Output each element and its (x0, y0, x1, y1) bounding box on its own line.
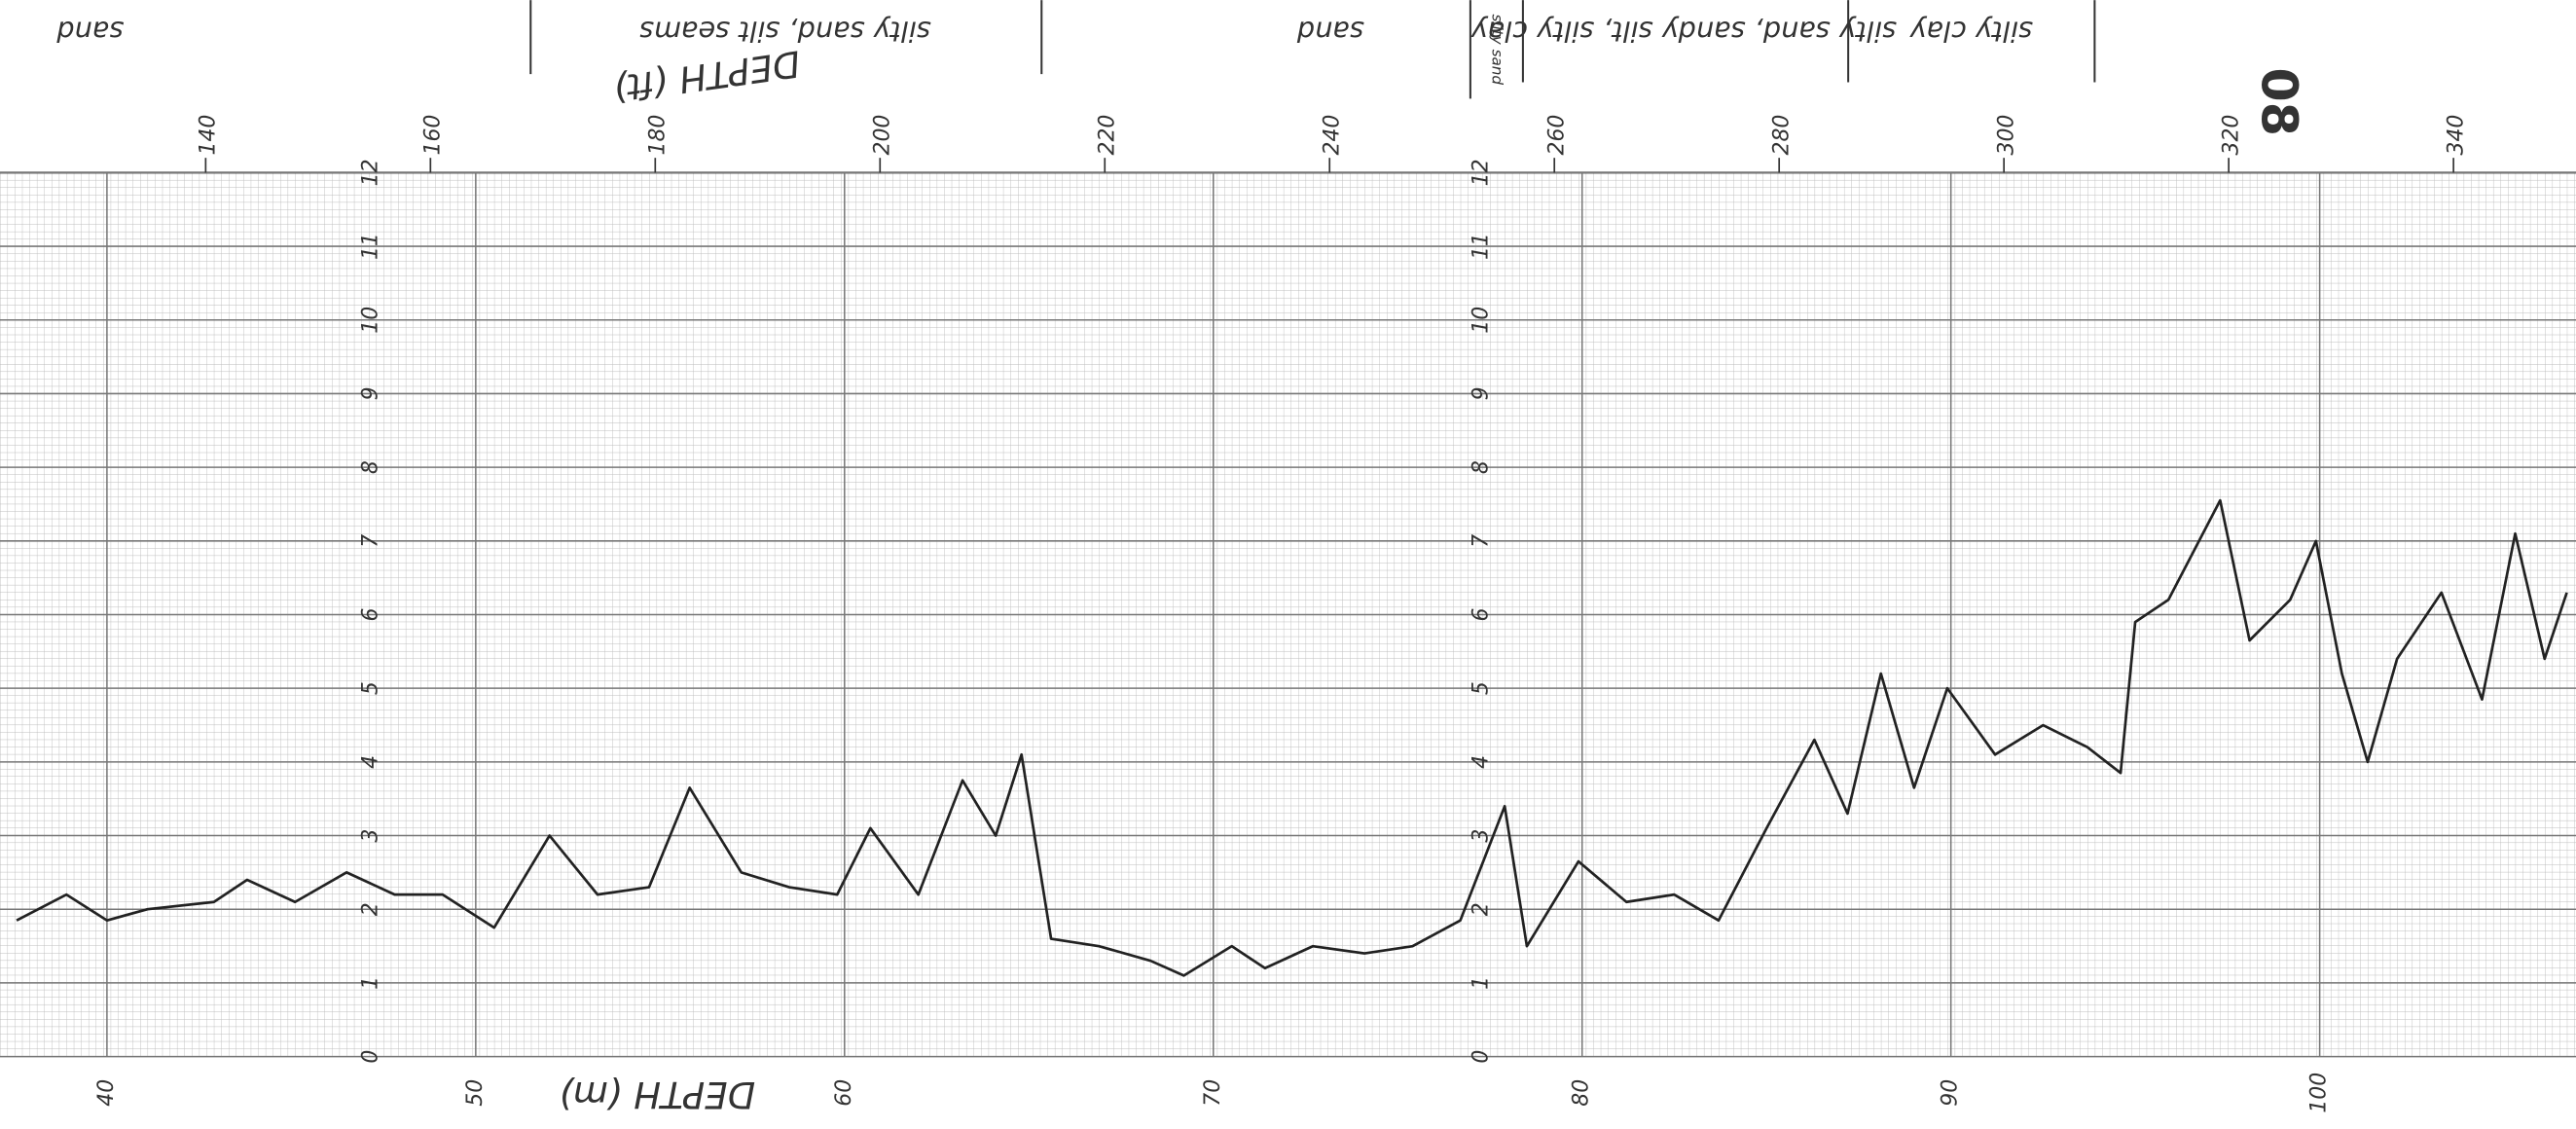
y-tick-label: 2 (359, 902, 383, 916)
y-tick-label: 5 (1469, 681, 1494, 695)
y-tick-label: 2 (1469, 902, 1494, 916)
soil-layer-label: silty clay (1908, 16, 2033, 49)
y-tick-label: 8 (359, 460, 383, 474)
x-tick-label: 100 (2307, 1073, 2332, 1113)
y-tick-label: 11 (1469, 233, 1494, 260)
x2-tick-label: 240 (1321, 115, 1345, 156)
y-tick-label: 8 (1469, 460, 1494, 474)
soil-layer-label: silty sand, silt seams (639, 16, 931, 49)
x2-tick-label: 280 (1770, 115, 1795, 156)
x2-tick-label: 260 (1545, 115, 1570, 156)
y-tick-label: 1 (359, 976, 383, 990)
y-tick-label: 11 (359, 233, 383, 260)
y-tick-label: 10 (359, 307, 383, 334)
y-tick-label: 4 (1469, 755, 1494, 769)
x2-tick-label: 320 (2220, 115, 2244, 156)
y-tick-label: 7 (359, 534, 383, 548)
y-tick-label: 4 (359, 755, 383, 769)
y-tick-label: 9 (359, 386, 383, 400)
soil-layer-label: sand (1296, 16, 1364, 49)
y-tick-label: 0 (1469, 1050, 1494, 1064)
x2-tick-label: 220 (1096, 115, 1120, 156)
x2-tick-label: 300 (1995, 115, 2019, 156)
x2-tick-label: 140 (197, 115, 221, 156)
x2-tick-label: 200 (871, 115, 895, 156)
annotation: 08 (2251, 68, 2308, 136)
y-tick-label: 6 (359, 608, 383, 622)
y-tick-label: 12 (359, 159, 383, 186)
y-tick-label: 3 (1469, 829, 1494, 843)
trace (16, 498, 2568, 977)
x-tick-label: 60 (832, 1079, 856, 1107)
x2-tick-label: 180 (646, 115, 671, 156)
soil-layer-label: sand (56, 16, 125, 49)
x-tick-label: 80 (1570, 1079, 1594, 1107)
soil-layer-label: silty sand, sandy silt, silty clay (1470, 16, 1897, 49)
x2-tick-label: 340 (2444, 115, 2468, 156)
x-tick-label: 50 (463, 1079, 488, 1107)
x-tick-label: 40 (94, 1079, 119, 1107)
x-axis-label: DEPTH (m) (559, 1074, 755, 1115)
x2-tick-label: 160 (421, 115, 446, 156)
y-tick-label: 0 (359, 1050, 383, 1064)
y-tick-label: 1 (1469, 976, 1494, 990)
y-tick-label: 12 (1469, 159, 1494, 186)
soil-layer-label: silty sand (1488, 14, 1506, 85)
y-tick-label: 3 (359, 829, 383, 843)
x-tick-label: 70 (1201, 1079, 1225, 1107)
y-tick-label: 9 (1469, 386, 1494, 400)
y-tick-label: 10 (1469, 307, 1494, 334)
y-tick-label: 7 (1469, 534, 1494, 548)
y-tick-label: 5 (359, 681, 383, 695)
x-tick-label: 90 (1939, 1079, 1963, 1107)
y-tick-label: 6 (1469, 608, 1494, 622)
